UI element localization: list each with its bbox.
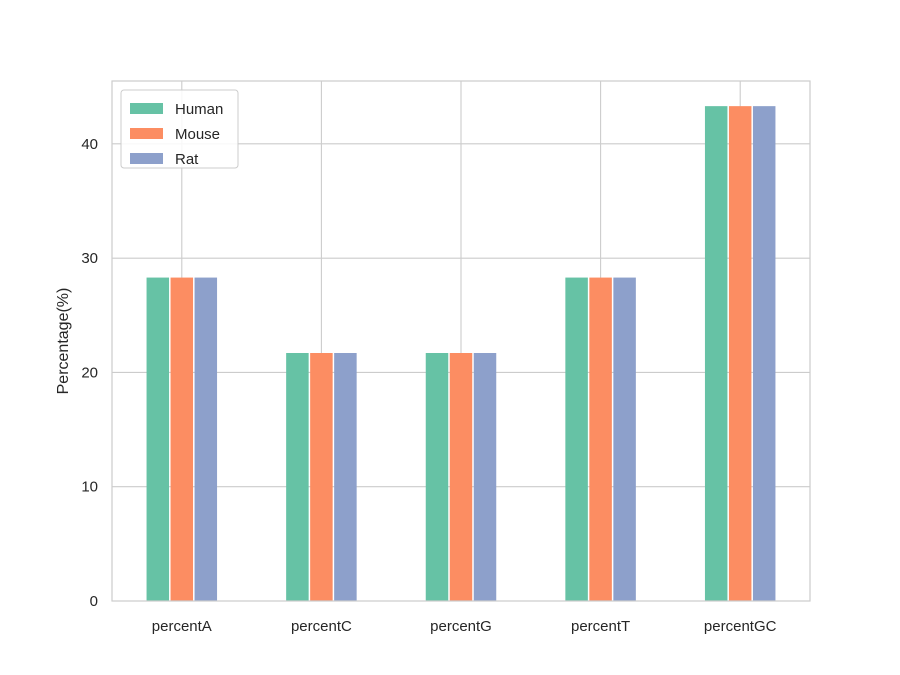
legend: Human Mouse Rat: [120, 89, 239, 169]
y-axis-label: Percentage(%): [55, 288, 72, 395]
bar-rat-percentG: [473, 353, 497, 601]
bar-human-percentGC: [704, 106, 728, 602]
legend-swatch-mouse: [130, 128, 163, 139]
bar-human-percentG: [425, 353, 449, 601]
y-tick-label: 20: [81, 364, 98, 381]
bar-mouse-percentA: [170, 277, 194, 601]
legend-label-mouse: Mouse: [175, 126, 220, 143]
bar-mouse-percentGC: [728, 106, 752, 602]
bars: [146, 106, 776, 602]
y-tick-label: 0: [90, 593, 98, 610]
plot-frame: [111, 80, 811, 602]
x-tick-label: percentA: [152, 618, 212, 635]
bar-rat-percentC: [334, 353, 357, 601]
y-tick-labels: 0 10 20 30 40: [81, 136, 98, 610]
bar-human-percentC: [286, 353, 309, 601]
bar-rat-percentA: [194, 277, 218, 601]
bar-rat-percentGC: [752, 106, 776, 602]
x-tick-label: percentG: [430, 618, 492, 635]
bar-mouse-percentT: [589, 277, 612, 601]
x-tick-label: percentT: [571, 618, 630, 635]
x-tick-label: percentC: [291, 618, 352, 635]
bar-mouse-percentC: [310, 353, 333, 601]
x-tick-label: percentGC: [704, 618, 777, 635]
legend-swatch-rat: [130, 153, 163, 164]
legend-label-rat: Rat: [175, 151, 199, 168]
bar-human-percentA: [146, 277, 170, 601]
legend-swatch-human: [130, 103, 163, 114]
y-tick-label: 40: [81, 136, 98, 153]
legend-label-human: Human: [175, 101, 223, 118]
y-tick-label: 10: [81, 479, 98, 496]
bar-human-percentT: [565, 277, 588, 601]
bar-mouse-percentG: [449, 353, 473, 601]
x-tick-labels: percentA percentC percentG percentT percentG…: [152, 618, 777, 635]
bar-rat-percentT: [613, 277, 636, 601]
y-tick-label: 30: [81, 250, 98, 267]
